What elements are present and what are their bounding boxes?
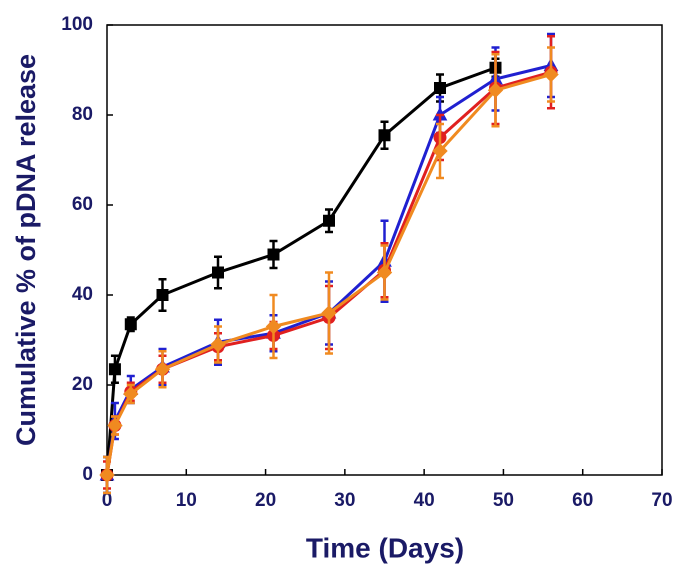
- y-tick-label: 60: [72, 194, 93, 215]
- series-line: [105, 66, 497, 476]
- marker: [487, 82, 504, 98]
- marker: [432, 143, 448, 159]
- marker: [124, 318, 137, 331]
- marker: [210, 336, 226, 353]
- series-line: [105, 64, 552, 476]
- x-tick-label: 0: [102, 490, 113, 511]
- x-tick-label: 30: [334, 490, 355, 511]
- y-tick-label: 100: [61, 14, 93, 35]
- marker: [321, 305, 337, 321]
- y-axis-label: Cumulative % of pDNA release: [11, 54, 41, 446]
- x-tick-label: 40: [414, 490, 435, 511]
- marker: [108, 363, 121, 376]
- marker: [378, 129, 391, 142]
- marker: [107, 417, 123, 434]
- marker: [265, 318, 282, 335]
- y-tick-label: 80: [72, 104, 93, 125]
- x-tick-label: 60: [572, 490, 593, 511]
- marker: [123, 386, 139, 402]
- y-tick-label: 0: [82, 464, 93, 485]
- x-tick-label: 50: [493, 490, 514, 511]
- x-tick-label: 20: [255, 490, 276, 511]
- marker: [434, 82, 446, 94]
- marker: [156, 289, 169, 301]
- marker: [154, 361, 171, 377]
- plot-frame: [106, 24, 663, 476]
- marker: [323, 214, 335, 227]
- marker: [99, 467, 115, 483]
- x-tick-label: 10: [176, 490, 197, 511]
- marker: [267, 248, 280, 261]
- marker: [543, 66, 559, 83]
- x-tick-label: 70: [651, 490, 672, 511]
- marker: [376, 264, 393, 281]
- marker: [212, 266, 224, 279]
- y-tick-label: 20: [72, 374, 93, 395]
- x-axis-label: Time (Days): [306, 532, 464, 563]
- y-tick-label: 40: [72, 284, 93, 305]
